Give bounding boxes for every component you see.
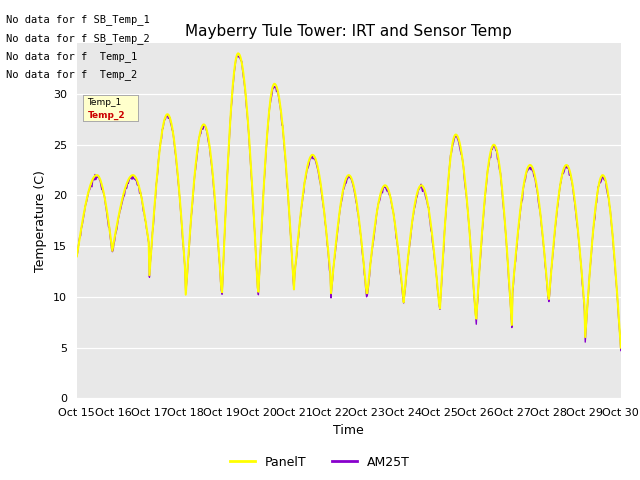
Title: Mayberry Tule Tower: IRT and Sensor Temp: Mayberry Tule Tower: IRT and Sensor Temp bbox=[186, 24, 512, 39]
Text: No data for f  Temp_1: No data for f Temp_1 bbox=[6, 51, 138, 62]
Text: No data for f SB_Temp_2: No data for f SB_Temp_2 bbox=[6, 33, 150, 44]
X-axis label: Time: Time bbox=[333, 424, 364, 437]
Text: No data for f SB_Temp_1: No data for f SB_Temp_1 bbox=[6, 14, 150, 25]
Y-axis label: Temperature (C): Temperature (C) bbox=[35, 170, 47, 272]
Text: Temp_2: Temp_2 bbox=[88, 111, 125, 120]
Legend: PanelT, AM25T: PanelT, AM25T bbox=[225, 451, 415, 474]
Text: No data for f  Temp_2: No data for f Temp_2 bbox=[6, 69, 138, 80]
Text: Temp_1: Temp_1 bbox=[88, 98, 122, 107]
